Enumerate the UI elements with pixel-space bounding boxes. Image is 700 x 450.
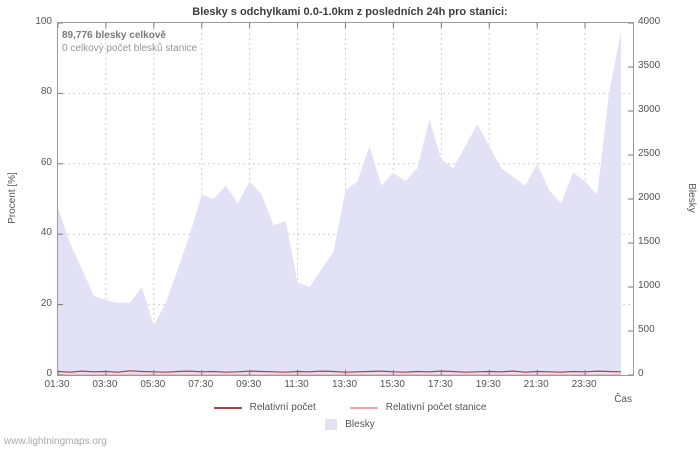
legend-label-blesky: Blesky — [345, 419, 375, 430]
right-tick-label: 3000 — [638, 104, 661, 115]
right-tick-label: 2500 — [638, 148, 661, 159]
x-tick-label: 07:30 — [188, 379, 214, 390]
x-tick-label: 05:30 — [140, 379, 166, 390]
right-tick-label: 0 — [638, 368, 644, 379]
annotation-block: 89,776 blesky celkově 0 celkový počet bl… — [62, 29, 197, 55]
watermark-link[interactable]: www.lightningmaps.org — [4, 436, 107, 447]
right-axis-label: Blesky — [686, 183, 697, 213]
station-total-count: 0 celkový počet blesků stanice — [62, 43, 198, 54]
x-axis-label: Čas — [614, 394, 632, 405]
legend-item-relative-count-station: Relativní počet stanice — [349, 402, 487, 413]
legend-row-lines: Relativní počet Relativní počet stanice — [213, 402, 487, 413]
x-tick-label: 21:30 — [523, 379, 549, 390]
left-axis-label: Procent [%] — [7, 172, 18, 224]
x-tick-label: 19:30 — [475, 379, 501, 390]
left-tick-label: 0 — [46, 368, 52, 379]
right-tick-label: 1000 — [638, 280, 661, 291]
x-tick-label: 11:30 — [284, 379, 309, 390]
chart-title: Blesky s odchylkami 0.0-1.0km z poslední… — [192, 6, 508, 18]
x-tick-label: 17:30 — [427, 379, 453, 390]
chart-plot-area — [58, 23, 633, 375]
right-tick-label: 1500 — [638, 236, 661, 247]
right-tick-label: 500 — [638, 324, 655, 335]
x-tick-label: 01:30 — [44, 379, 70, 390]
relative-count-line-swatch — [213, 406, 242, 409]
left-tick-label: 40 — [40, 227, 52, 239]
x-tick-label: 03:30 — [92, 379, 118, 390]
blesky-area-swatch — [325, 419, 338, 430]
left-tick-label: 20 — [40, 297, 52, 309]
right-tick-label: 2000 — [638, 192, 661, 203]
plot-frame — [57, 22, 634, 376]
legend-item-relative-count: Relativní počet — [213, 402, 316, 413]
left-tick-label: 100 — [35, 16, 52, 27]
legend: Relativní počet Relativní počet stanice … — [0, 402, 700, 430]
x-tick-label: 15:30 — [379, 379, 405, 390]
total-lightning-count: 89,776 blesky celkově — [62, 30, 166, 41]
left-tick-label: 80 — [40, 86, 52, 98]
legend-label-relative-count: Relativní počet — [249, 402, 316, 413]
relative-count-station-line-swatch — [349, 406, 378, 409]
x-tick-label: 13:30 — [331, 379, 358, 390]
legend-row-area: Blesky — [325, 419, 375, 430]
x-tick-label: 09:30 — [236, 379, 262, 390]
left-tick-label: 60 — [40, 156, 52, 168]
legend-item-blesky: Blesky — [325, 419, 375, 430]
right-tick-label: 3500 — [638, 60, 661, 71]
x-tick-label: 23:30 — [571, 379, 597, 390]
right-tick-label: 4000 — [638, 16, 661, 27]
legend-label-relative-count-station: Relativní počet stanice — [385, 402, 487, 413]
